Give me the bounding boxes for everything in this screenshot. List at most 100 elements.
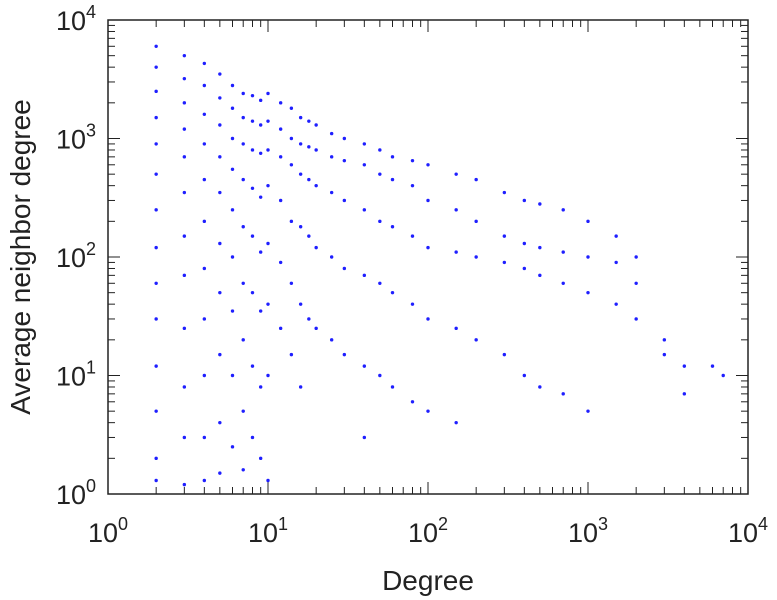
data-point <box>266 373 270 378</box>
data-point <box>154 409 158 413</box>
data-point <box>202 435 207 440</box>
data-point <box>250 364 255 368</box>
data-point <box>241 142 245 146</box>
data-point <box>278 155 283 159</box>
data-point <box>258 123 263 127</box>
x-tick-label: 102 <box>408 514 448 548</box>
data-point <box>721 373 725 378</box>
data-point <box>218 290 222 295</box>
data-point <box>474 177 478 182</box>
data-point <box>230 373 235 378</box>
data-point <box>154 208 158 212</box>
data-point <box>182 127 187 131</box>
data-point <box>266 302 270 306</box>
data-point <box>202 219 207 224</box>
data-point <box>154 44 158 48</box>
data-point <box>329 155 334 159</box>
data-point <box>378 172 382 176</box>
data-point <box>241 225 245 229</box>
data-point <box>502 190 507 195</box>
data-point <box>298 385 303 389</box>
data-point <box>182 273 187 278</box>
data-point <box>378 219 382 224</box>
data-point <box>314 123 318 127</box>
data-point <box>561 208 565 212</box>
data-point <box>154 142 158 146</box>
data-point <box>390 385 395 389</box>
data-point <box>202 373 207 378</box>
data-point <box>266 478 270 483</box>
data-point <box>362 142 367 146</box>
data-point <box>426 317 430 321</box>
data-point <box>154 245 158 250</box>
data-point <box>258 456 263 461</box>
data-point <box>426 409 430 413</box>
data-point <box>538 202 542 206</box>
data-point <box>218 155 222 159</box>
data-point <box>474 338 478 342</box>
data-point <box>218 190 222 195</box>
data-point <box>289 219 294 224</box>
data-point <box>298 115 303 120</box>
data-point <box>289 136 294 141</box>
data-point <box>182 435 187 440</box>
data-point <box>426 245 430 250</box>
data-point <box>410 302 415 306</box>
data-point <box>561 392 565 396</box>
y-tick-label: 102 <box>56 239 96 273</box>
data-point <box>289 352 294 357</box>
data-point <box>258 195 263 199</box>
data-point <box>561 250 565 254</box>
x-tick-label: 100 <box>88 514 128 548</box>
data-point <box>218 241 222 246</box>
data-point <box>202 83 207 88</box>
data-point <box>218 96 222 100</box>
data-point <box>230 445 235 449</box>
y-tick-label: 103 <box>56 121 96 155</box>
data-point <box>342 266 347 271</box>
data-point <box>410 400 415 404</box>
data-point <box>614 302 618 306</box>
data-point <box>410 158 415 163</box>
data-point <box>278 326 283 331</box>
x-axis-title: Degree <box>382 565 474 596</box>
data-point <box>258 98 263 103</box>
data-point <box>298 172 303 176</box>
data-point <box>390 290 395 295</box>
data-point <box>266 183 270 188</box>
data-point <box>230 83 235 88</box>
data-point <box>289 163 294 167</box>
data-point <box>278 198 283 203</box>
data-point <box>202 266 207 271</box>
data-point <box>250 290 255 295</box>
data-point <box>182 385 187 389</box>
data-point <box>250 234 255 238</box>
data-point <box>218 72 222 76</box>
data-point <box>250 93 255 98</box>
data-point <box>202 478 207 483</box>
data-point <box>202 112 207 117</box>
data-point <box>522 373 527 378</box>
data-point <box>454 172 458 176</box>
data-point <box>378 281 382 285</box>
y-axis-title: Average neighbor degree <box>5 99 36 415</box>
data-point <box>502 352 507 357</box>
data-point <box>378 373 382 378</box>
data-point <box>307 145 311 149</box>
data-point <box>410 234 415 238</box>
data-point <box>218 420 222 425</box>
data-point <box>241 468 245 472</box>
data-point <box>614 234 618 238</box>
data-point <box>266 241 270 246</box>
data-point <box>182 482 187 487</box>
data-point <box>241 177 245 182</box>
data-point <box>362 364 367 368</box>
data-point <box>426 163 430 167</box>
data-point <box>154 317 158 321</box>
data-point <box>329 190 334 195</box>
data-point <box>202 317 207 321</box>
data-point <box>586 255 590 259</box>
data-point <box>538 273 542 278</box>
data-point <box>218 123 222 127</box>
